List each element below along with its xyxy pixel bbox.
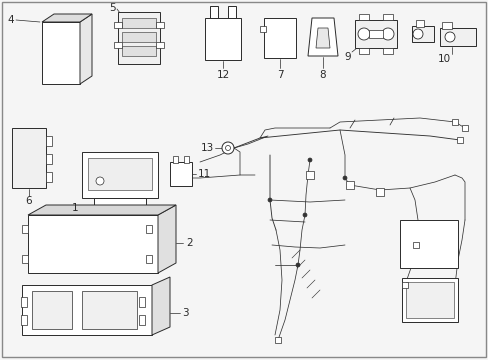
Circle shape [267, 198, 271, 202]
Text: 9: 9 [344, 52, 350, 62]
Bar [139, 297, 145, 307]
Bar [368, 30, 382, 38]
Circle shape [412, 29, 422, 39]
Bar [12, 128, 46, 188]
Text: 2: 2 [185, 238, 192, 248]
Bar [28, 215, 158, 273]
Bar [146, 255, 152, 263]
Bar [461, 125, 467, 131]
Circle shape [96, 177, 104, 185]
Circle shape [307, 158, 311, 162]
Polygon shape [158, 205, 176, 273]
Text: 10: 10 [437, 54, 449, 64]
Bar [94, 198, 146, 210]
Bar [375, 188, 383, 196]
Bar [412, 242, 418, 248]
Text: 11: 11 [198, 169, 211, 179]
Bar [354, 20, 396, 48]
Circle shape [444, 32, 454, 42]
Bar [21, 297, 27, 307]
Bar [46, 172, 52, 182]
Bar [451, 119, 457, 125]
Bar [114, 42, 122, 48]
Bar [415, 20, 423, 27]
Bar [139, 315, 145, 325]
Circle shape [295, 263, 299, 267]
Bar [32, 291, 72, 329]
Bar [382, 14, 392, 20]
Bar [401, 278, 457, 322]
Bar [146, 225, 152, 233]
Bar [42, 22, 80, 84]
Circle shape [303, 213, 306, 217]
Polygon shape [307, 18, 337, 56]
Bar [411, 26, 433, 42]
Bar [46, 136, 52, 146]
Circle shape [357, 28, 369, 40]
Bar [204, 18, 241, 60]
Bar [82, 152, 158, 198]
Bar [22, 255, 28, 263]
Bar [358, 48, 368, 54]
Text: 1: 1 [71, 203, 78, 213]
Text: 12: 12 [216, 70, 229, 80]
Circle shape [225, 145, 230, 150]
Text: 6: 6 [26, 196, 32, 206]
Polygon shape [80, 14, 92, 84]
Bar [399, 220, 457, 268]
Bar [260, 26, 265, 32]
Bar [264, 18, 295, 58]
Bar [405, 282, 453, 318]
Text: 7: 7 [276, 70, 283, 80]
Polygon shape [152, 277, 170, 335]
Circle shape [222, 142, 234, 154]
Bar [122, 18, 156, 28]
Bar [156, 22, 163, 28]
Bar [88, 158, 152, 190]
Bar [439, 28, 475, 46]
Bar [21, 315, 27, 325]
Bar [209, 6, 218, 18]
Bar [346, 181, 353, 189]
Bar [274, 337, 281, 343]
Bar [114, 22, 122, 28]
Bar [118, 12, 160, 64]
Bar [401, 282, 407, 288]
Bar [358, 14, 368, 20]
Bar [22, 225, 28, 233]
Bar [173, 156, 178, 163]
Bar [46, 154, 52, 164]
Bar [227, 6, 236, 18]
Circle shape [342, 176, 346, 180]
Bar [122, 32, 156, 42]
Text: 13: 13 [201, 143, 214, 153]
Polygon shape [315, 28, 329, 48]
Bar [183, 156, 189, 163]
Bar [456, 137, 462, 143]
Polygon shape [42, 14, 92, 22]
Bar [441, 22, 451, 29]
Text: 8: 8 [319, 70, 325, 80]
Bar [382, 48, 392, 54]
Text: 5: 5 [109, 3, 116, 13]
Bar [305, 171, 313, 179]
Text: 3: 3 [182, 308, 188, 318]
Text: 4: 4 [7, 15, 14, 25]
Bar [156, 42, 163, 48]
Bar [22, 285, 152, 335]
Bar [122, 46, 156, 56]
Bar [82, 291, 137, 329]
Circle shape [381, 28, 393, 40]
Bar [170, 162, 192, 186]
Polygon shape [28, 205, 176, 215]
